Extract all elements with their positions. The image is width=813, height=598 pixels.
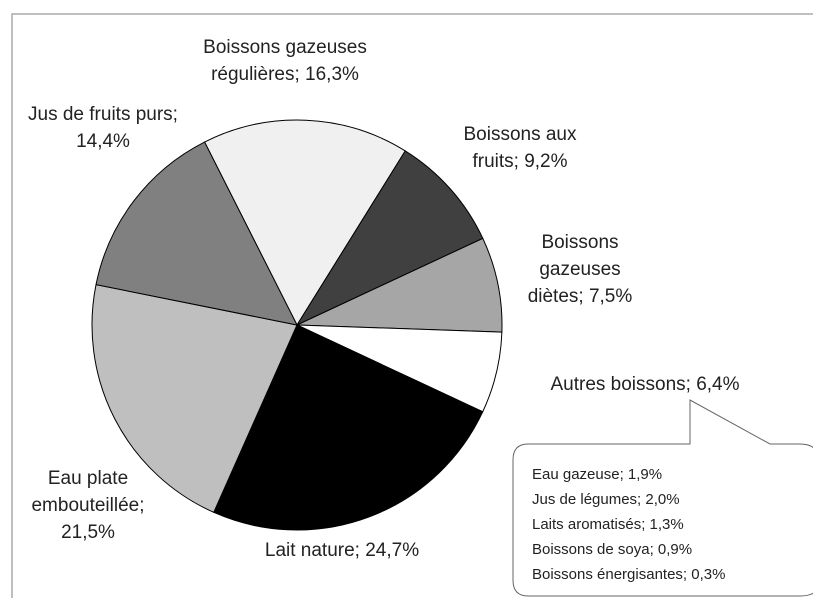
slice-label: Boissons aux fruits; 9,2% xyxy=(463,124,577,172)
pie-slice xyxy=(213,324,484,531)
pie-slice xyxy=(95,141,298,326)
callout-line: Jus de légumes; 2,0% xyxy=(532,491,680,508)
slice-label: Eau plate embouteillée; 21,5% xyxy=(31,468,145,543)
callout-line: Boissons énergisantes; 0,3% xyxy=(532,566,726,583)
pie-slice xyxy=(295,150,484,327)
callout xyxy=(512,399,813,597)
slice-label: Lait nature; 24,7% xyxy=(264,540,420,561)
pie-slice xyxy=(296,237,503,333)
slice-label: Autres boissons; 6,4% xyxy=(550,374,740,395)
callout-line: Eau gazeuse; 1,9% xyxy=(532,466,663,483)
slice-label: Boissons gazeuses diètes; 7,5% xyxy=(527,232,633,307)
pie-slice xyxy=(91,284,298,513)
slice-label: Jus de fruits purs; 14,4% xyxy=(28,104,178,152)
slice-label: Boissons gazeuses régulières; 16,3% xyxy=(203,37,367,85)
pie-slice xyxy=(203,119,406,327)
frame xyxy=(11,13,813,598)
callout-line: Laits aromatisés; 1,3% xyxy=(532,516,684,533)
callout-line: Boissons de soya; 0,9% xyxy=(532,541,693,558)
